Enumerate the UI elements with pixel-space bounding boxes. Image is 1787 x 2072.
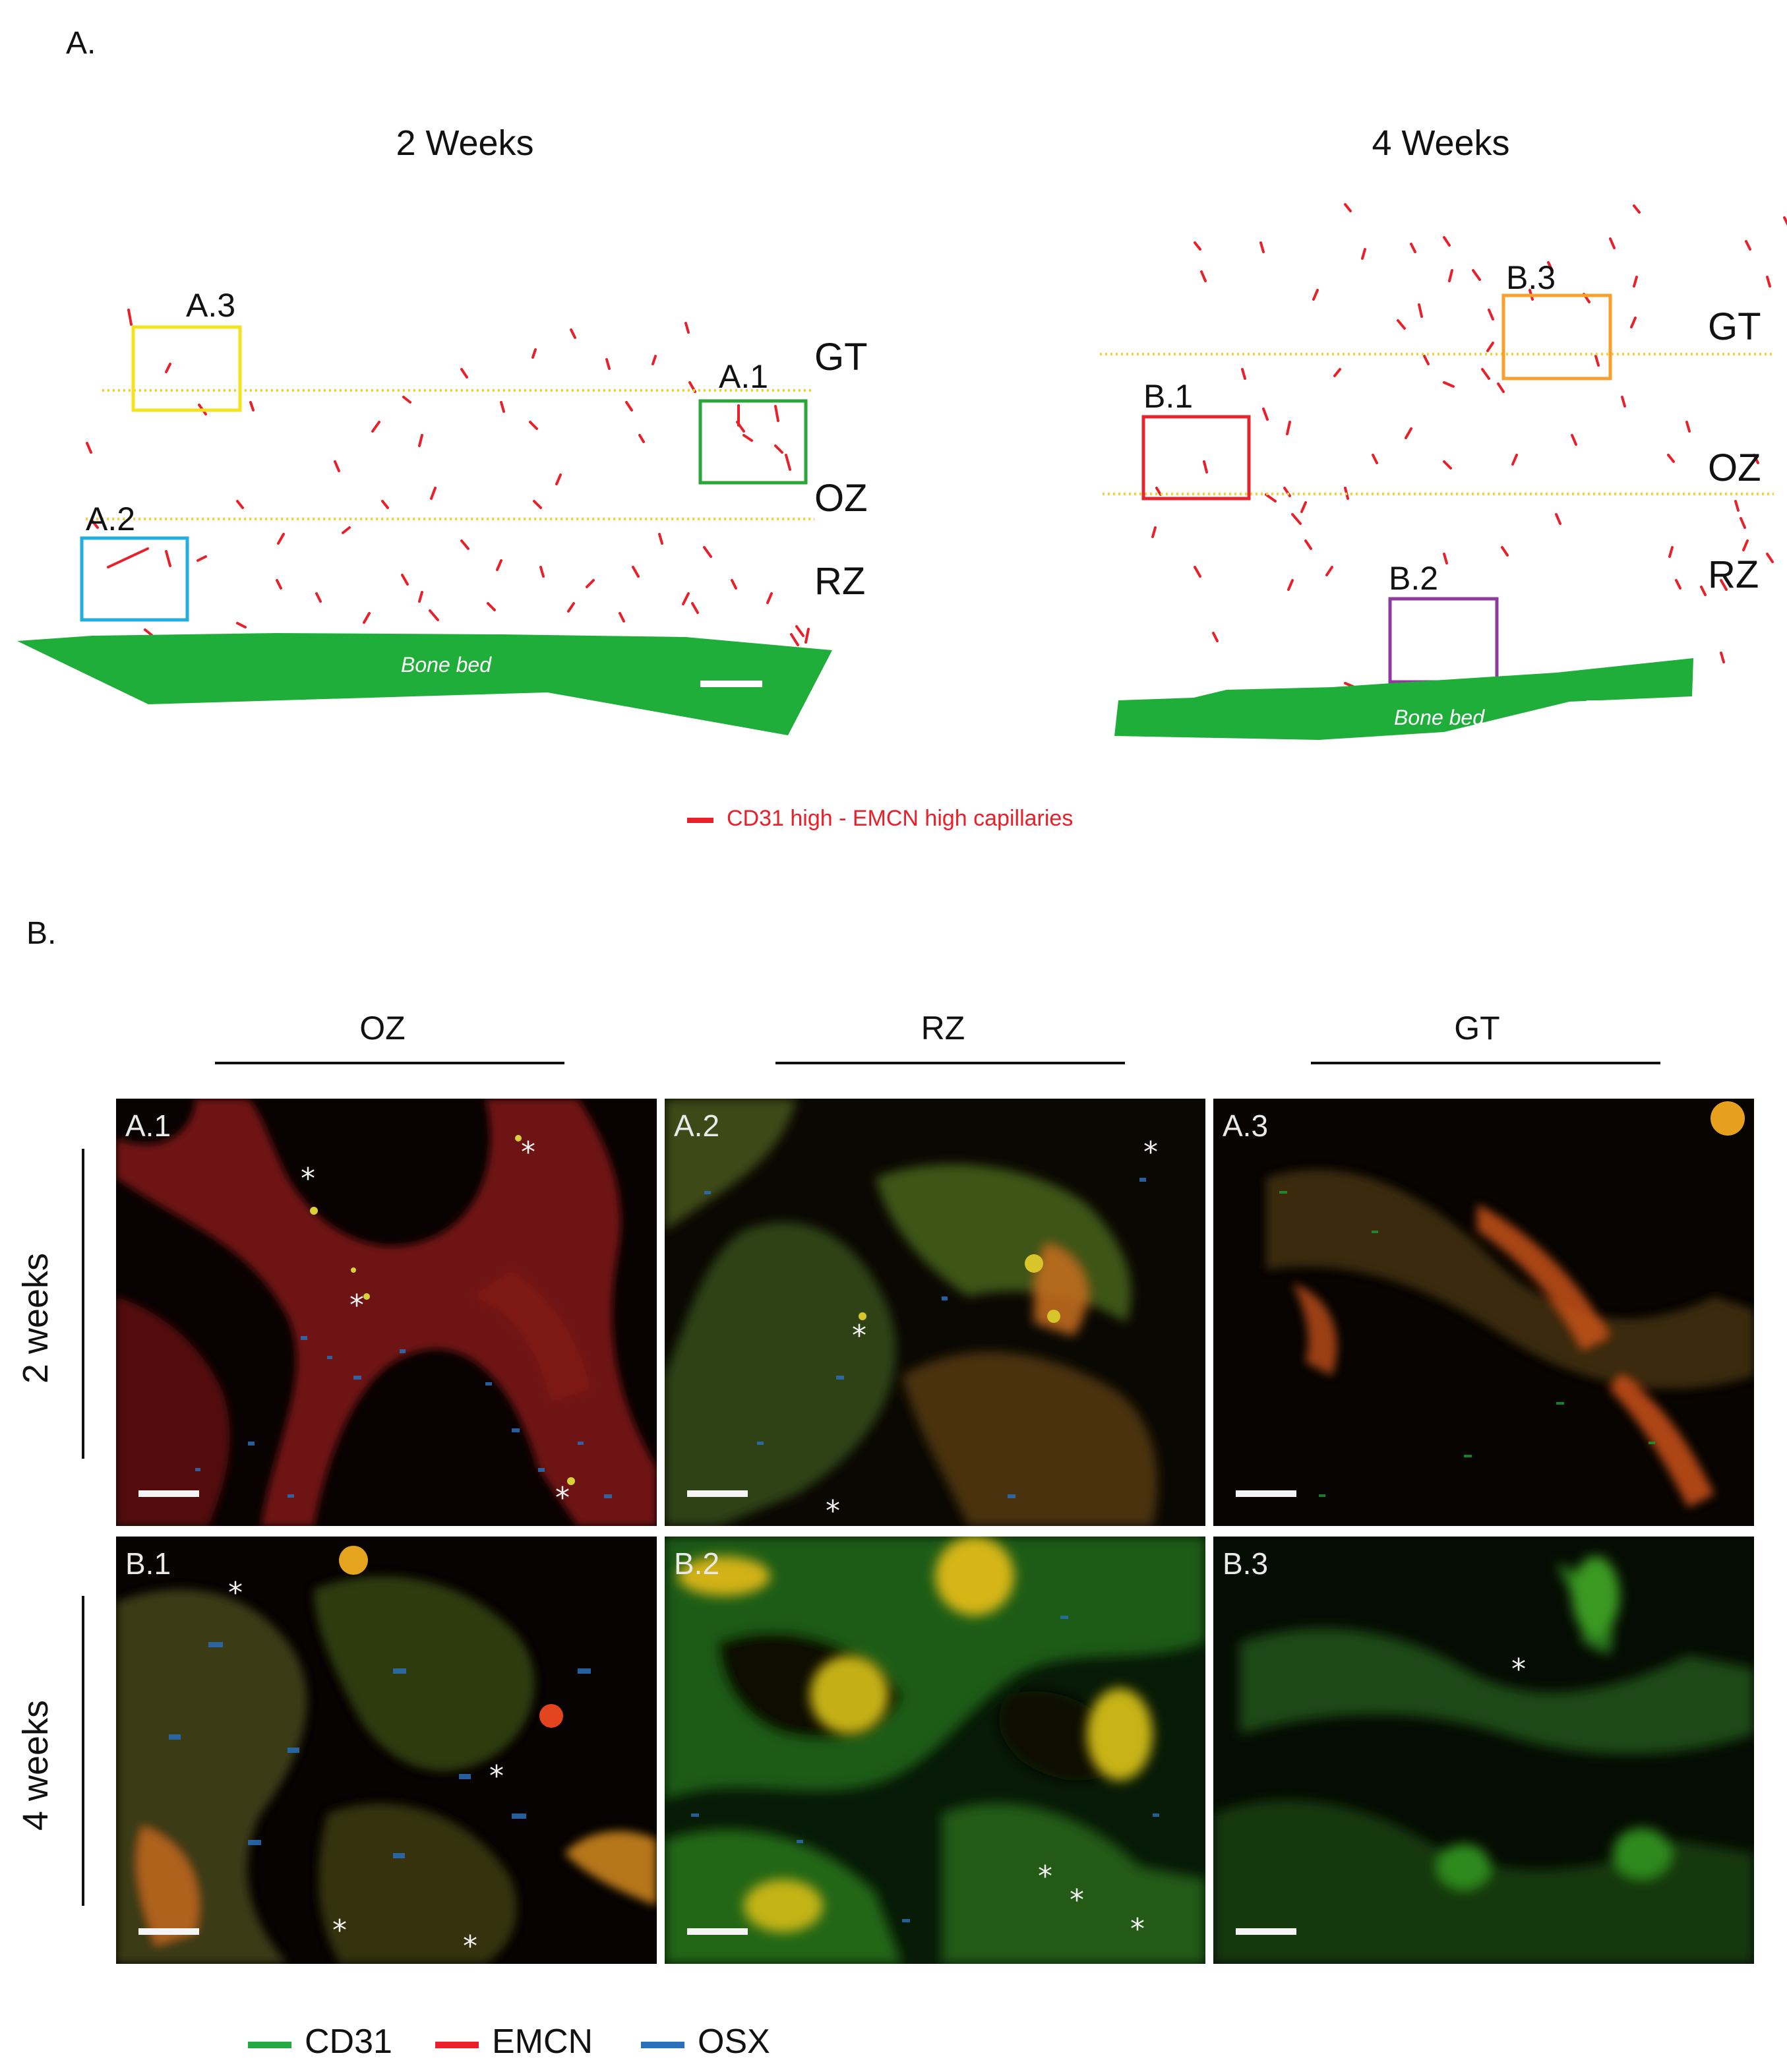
legend-swatch-osx: [641, 2042, 684, 2048]
micrograph-b3-image: *: [1213, 1537, 1754, 1964]
inset-label-a3: A.3: [186, 287, 236, 324]
inset-label-a1: A.1: [719, 358, 769, 395]
scale-bar-b1: [138, 1928, 199, 1935]
legend-label-cd31: CD31: [305, 2023, 392, 2061]
zone-gt-2w: GT: [814, 336, 868, 379]
capillaries-2w: [86, 309, 810, 646]
micrograph-b2-image: * * *: [665, 1537, 1205, 1964]
inset-label-a2: A.2: [86, 501, 136, 537]
svg-text:*: *: [332, 1914, 347, 1947]
bone-bed-label-2w: Bone bed: [401, 653, 492, 677]
legend-swatch-emcn: [435, 2042, 479, 2048]
svg-text:*: *: [463, 1930, 477, 1963]
row-header-4weeks: 4 weeks: [16, 1699, 55, 1831]
svg-text:*: *: [852, 1319, 866, 1353]
micrograph-b1: * * * * B.1: [116, 1537, 657, 1964]
svg-text:*: *: [1143, 1136, 1158, 1169]
scale-bar-a1: [138, 1490, 199, 1497]
zone-rz-2w: RZ: [814, 560, 866, 603]
tile-label-a2: A.2: [674, 1109, 720, 1143]
zone-rz-4w: RZ: [1708, 553, 1759, 596]
column-header-rz: RZ: [921, 1010, 965, 1047]
micrograph-b3: * B.3: [1213, 1537, 1754, 1964]
svg-text:*: *: [521, 1136, 535, 1169]
zone-gt-4w: GT: [1708, 305, 1761, 348]
tile-label-b1: B.1: [125, 1546, 171, 1581]
panel-b-label: B.: [26, 916, 57, 951]
inset-label-b3: B.3: [1506, 259, 1556, 296]
two-weeks-schematic: [17, 309, 832, 735]
micrograph-a1: * * * * A.1: [116, 1099, 657, 1526]
column-rule-gt: [1311, 1062, 1660, 1064]
inset-box-b1: [1141, 415, 1251, 501]
svg-text:*: *: [1070, 1883, 1084, 1917]
svg-text:*: *: [349, 1289, 364, 1322]
inset-box-a3: [131, 325, 242, 412]
column-rule-oz: [215, 1062, 564, 1064]
svg-text:*: *: [1038, 1860, 1052, 1893]
capillaries-4w: [1151, 203, 1787, 688]
inset-box-b2: [1388, 597, 1499, 684]
tile-label-b2: B.2: [674, 1546, 720, 1581]
tile-label-b3: B.3: [1223, 1546, 1269, 1581]
svg-text:*: *: [1130, 1912, 1145, 1946]
micrograph-a2: * * * A.2: [665, 1099, 1205, 1526]
capillary-legend-text: CD31 high - EMCN high capillaries: [727, 806, 1074, 831]
scale-bar-a2: [687, 1490, 748, 1497]
capillary-legend-swatch: [687, 818, 713, 823]
tile-label-a3: A.3: [1223, 1109, 1269, 1143]
bone-bed-label-4w: Bone bed: [1394, 706, 1485, 729]
zone-oz-4w: OZ: [1708, 446, 1761, 489]
svg-text:*: *: [489, 1759, 504, 1793]
svg-text:*: *: [555, 1481, 570, 1515]
panel-a-label: A.: [66, 26, 96, 61]
micrograph-a2-image: * * *: [665, 1099, 1205, 1526]
svg-text:*: *: [228, 1576, 243, 1610]
micrograph-a3: A.3: [1213, 1099, 1754, 1526]
micrograph-b1-image: * * * *: [116, 1537, 657, 1964]
inset-box-a2: [80, 536, 189, 622]
scale-bar-a3: [1236, 1490, 1296, 1497]
micrograph-b2: * * * B.2: [665, 1537, 1205, 1964]
column-header-oz: OZ: [359, 1010, 406, 1047]
inset-box-a1: [698, 399, 808, 485]
scale-bar-4w: [1587, 700, 1630, 707]
legend-label-osx: OSX: [698, 2023, 770, 2061]
legend-swatch-cd31: [248, 2042, 291, 2048]
svg-text:*: *: [301, 1162, 315, 1196]
zone-oz-2w: OZ: [814, 477, 868, 520]
micrograph-a1-image: * * * *: [116, 1099, 657, 1526]
legend-label-emcn: EMCN: [492, 2023, 593, 2061]
column-header-gt: GT: [1454, 1010, 1500, 1047]
scale-bar-b2: [687, 1928, 748, 1935]
bone-bed-2w: [17, 633, 832, 735]
inset-label-b1: B.1: [1143, 378, 1194, 415]
svg-text:*: *: [826, 1494, 840, 1526]
tile-label-a1: A.1: [125, 1109, 171, 1143]
four-weeks-title: 4 Weeks: [1372, 123, 1510, 163]
scale-bar-b3: [1236, 1928, 1296, 1935]
inset-label-b2: B.2: [1389, 560, 1439, 597]
svg-text:*: *: [1511, 1653, 1526, 1686]
two-weeks-title: 2 Weeks: [396, 123, 534, 163]
row-header-2weeks: 2 weeks: [16, 1252, 55, 1384]
four-weeks-schematic: [1100, 203, 1787, 740]
row-rule-2weeks: [82, 1149, 84, 1459]
bone-bed-4w: [1114, 658, 1693, 740]
scale-bar-2w: [700, 681, 762, 687]
micrograph-a3-image: [1213, 1099, 1754, 1526]
row-rule-4weeks: [82, 1596, 84, 1906]
inset-box-b3: [1501, 293, 1612, 381]
column-rule-rz: [775, 1062, 1125, 1064]
